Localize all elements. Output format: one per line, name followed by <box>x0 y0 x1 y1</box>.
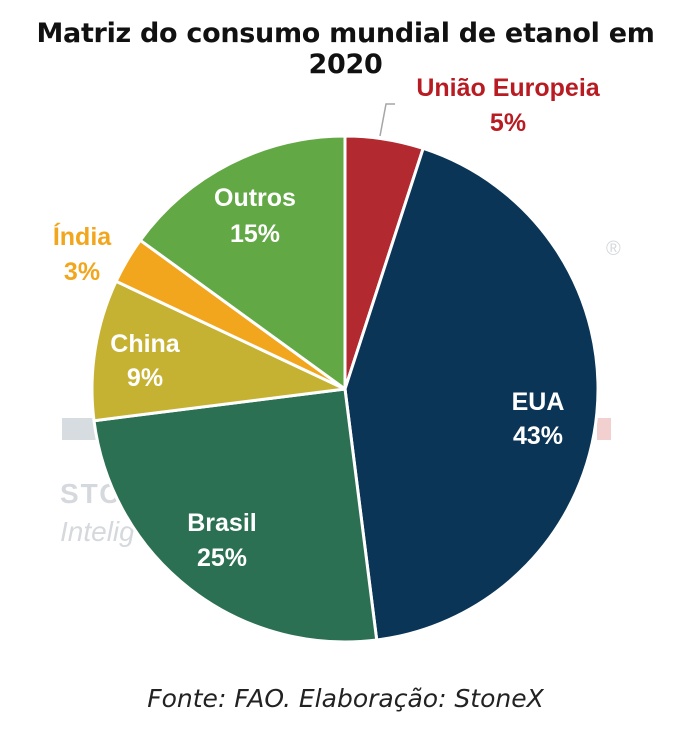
slice-label-uniao-europeia: União Europeia <box>416 74 600 102</box>
pie-labels: União Europeia 5% EUA 43% Brasil 25% China 9% Ín… <box>53 74 601 572</box>
chart-title: Matriz do consumo mundial de etanol em 2… <box>36 18 655 80</box>
leader-line-uniao-europeia <box>379 103 395 137</box>
slice-label-china: China <box>110 330 181 358</box>
pie-slice-outros <box>138 134 347 391</box>
source-note: Fonte: FAO. Elaboração: StoneX <box>147 684 544 713</box>
slice-value-china: 9% <box>127 364 163 392</box>
slice-label-outros: Outros <box>214 184 296 212</box>
pie-leader-lines <box>379 103 395 137</box>
slice-value-uniao-europeia: 5% <box>490 109 526 137</box>
pie-slices <box>90 134 600 644</box>
slice-value-outros: 15% <box>230 220 280 248</box>
slice-value-eua: 43% <box>513 422 563 450</box>
slice-value-india: 3% <box>64 258 100 286</box>
slice-value-brasil: 25% <box>197 544 247 572</box>
pie-slice-brasil <box>92 387 379 644</box>
pie-slice-china <box>90 279 347 423</box>
slice-label-india: Índia <box>53 222 112 251</box>
slice-label-eua: EUA <box>512 388 565 416</box>
slice-label-brasil: Brasil <box>187 509 256 537</box>
pie-slice-eua <box>343 146 600 642</box>
